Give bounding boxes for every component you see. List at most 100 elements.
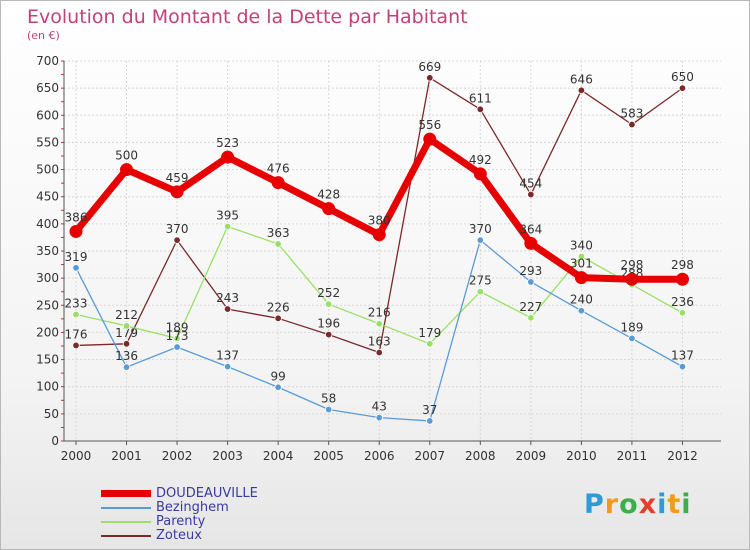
data-label-zoteux: 454 [519, 177, 542, 191]
data-label-parenty: 252 [317, 286, 340, 300]
data-point-zoteux [223, 305, 232, 313]
legend-label-bezinghem: Bezinghem [156, 500, 229, 515]
data-point-parenty [426, 340, 434, 348]
data-label-zoteux: 611 [469, 91, 492, 105]
data-label-doudeauville: 380 [368, 214, 391, 228]
data-label-doudeauville: 459 [166, 171, 189, 185]
data-label-doudeauville: 492 [469, 153, 492, 167]
data-point-bezinghem [426, 417, 434, 425]
x-tick-label: 2003 [212, 449, 243, 463]
y-tick-label: 450 [36, 190, 59, 204]
data-point-zoteux [122, 340, 131, 348]
x-tick-label: 2001 [111, 449, 142, 463]
x-tick-label: 2010 [566, 449, 597, 463]
data-label-bezinghem: 37 [422, 403, 437, 417]
x-tick-label: 2000 [61, 449, 92, 463]
data-label-doudeauville: 500 [115, 149, 138, 163]
data-label-parenty: 216 [368, 306, 391, 320]
data-label-zoteux: 669 [418, 60, 441, 74]
data-point-bezinghem [375, 413, 383, 422]
data-label-zoteux: 176 [65, 327, 88, 341]
data-label-bezinghem: 137 [671, 349, 694, 363]
y-tick-label: 400 [36, 217, 59, 231]
x-tick-label: 2004 [263, 449, 294, 463]
data-point-zoteux [173, 236, 181, 244]
data-point-zoteux [476, 105, 485, 114]
data-label-bezinghem: 293 [519, 264, 542, 278]
data-label-bezinghem: 319 [65, 250, 88, 264]
data-point-doudeauville [524, 236, 538, 250]
data-point-zoteux [72, 341, 80, 350]
data-point-bezinghem [122, 363, 131, 371]
data-point-zoteux [274, 314, 282, 323]
logo-letter-6: i [681, 489, 692, 520]
data-label-doudeauville: 364 [519, 222, 542, 236]
data-label-zoteux: 179 [115, 326, 138, 340]
data-point-zoteux [577, 86, 586, 95]
data-label-bezinghem: 58 [321, 392, 336, 406]
data-point-doudeauville [120, 163, 134, 177]
data-label-parenty: 189 [166, 320, 189, 334]
data-label-bezinghem: 43 [372, 400, 387, 414]
data-label-bezinghem: 99 [271, 369, 286, 383]
x-tick-label: 2002 [162, 449, 193, 463]
data-point-bezinghem [476, 236, 485, 244]
data-label-bezinghem: 370 [469, 222, 492, 236]
data-label-parenty: 212 [115, 308, 138, 322]
data-label-parenty: 363 [267, 226, 290, 240]
data-point-parenty [223, 222, 232, 231]
y-tick-label: 0 [51, 434, 59, 448]
data-point-doudeauville [473, 167, 487, 181]
data-label-zoteux: 650 [671, 70, 694, 84]
x-tick-label: 2012 [667, 449, 698, 463]
data-point-zoteux [324, 330, 333, 339]
data-label-parenty: 179 [418, 326, 441, 340]
x-tick-label: 2006 [364, 449, 395, 463]
data-point-doudeauville [675, 272, 689, 286]
data-point-parenty [527, 314, 535, 322]
data-label-zoteux: 646 [570, 72, 593, 86]
data-label-parenty: 275 [469, 274, 492, 288]
data-point-doudeauville [423, 132, 437, 146]
y-tick-label: 100 [36, 380, 59, 394]
logo-letter-2: o [619, 489, 639, 520]
x-tick-label: 2011 [617, 449, 648, 463]
data-point-parenty [122, 322, 131, 330]
legend-label-parenty: Parenty [156, 514, 206, 529]
data-point-parenty [72, 310, 80, 319]
data-label-parenty: 227 [519, 300, 542, 314]
x-tick-label: 2005 [313, 449, 344, 463]
data-point-zoteux [628, 120, 636, 129]
data-point-zoteux [426, 74, 434, 82]
y-tick-label: 600 [36, 108, 59, 122]
data-point-parenty [577, 252, 586, 261]
logo-letter-4: i [657, 489, 668, 520]
data-point-zoteux [375, 348, 383, 357]
data-label-bezinghem: 136 [115, 349, 138, 363]
data-point-bezinghem [324, 405, 333, 414]
data-point-zoteux [678, 84, 687, 92]
y-tick-label: 50 [44, 407, 59, 421]
data-point-bezinghem [72, 264, 80, 272]
data-point-bezinghem [274, 383, 282, 391]
legend-swatch-parenty [101, 521, 151, 523]
data-point-zoteux [527, 190, 535, 199]
data-label-bezinghem: 189 [620, 320, 643, 334]
logo-letter-5: t [667, 489, 682, 520]
data-point-parenty [678, 309, 687, 317]
data-label-parenty: 395 [216, 209, 239, 223]
data-point-doudeauville [69, 224, 83, 238]
data-label-doudeauville: 298 [620, 258, 643, 272]
legend-swatch-zoteux [101, 535, 151, 537]
data-label-doudeauville: 428 [317, 188, 340, 202]
y-tick-label: 500 [36, 163, 59, 177]
data-label-doudeauville: 298 [671, 258, 694, 272]
data-point-doudeauville [322, 202, 336, 216]
y-tick-label: 150 [36, 353, 59, 367]
chart-subtitle: (en €) [27, 29, 60, 42]
data-point-bezinghem [173, 343, 181, 351]
x-tick-label: 2007 [414, 449, 445, 463]
data-point-bezinghem [577, 307, 586, 315]
